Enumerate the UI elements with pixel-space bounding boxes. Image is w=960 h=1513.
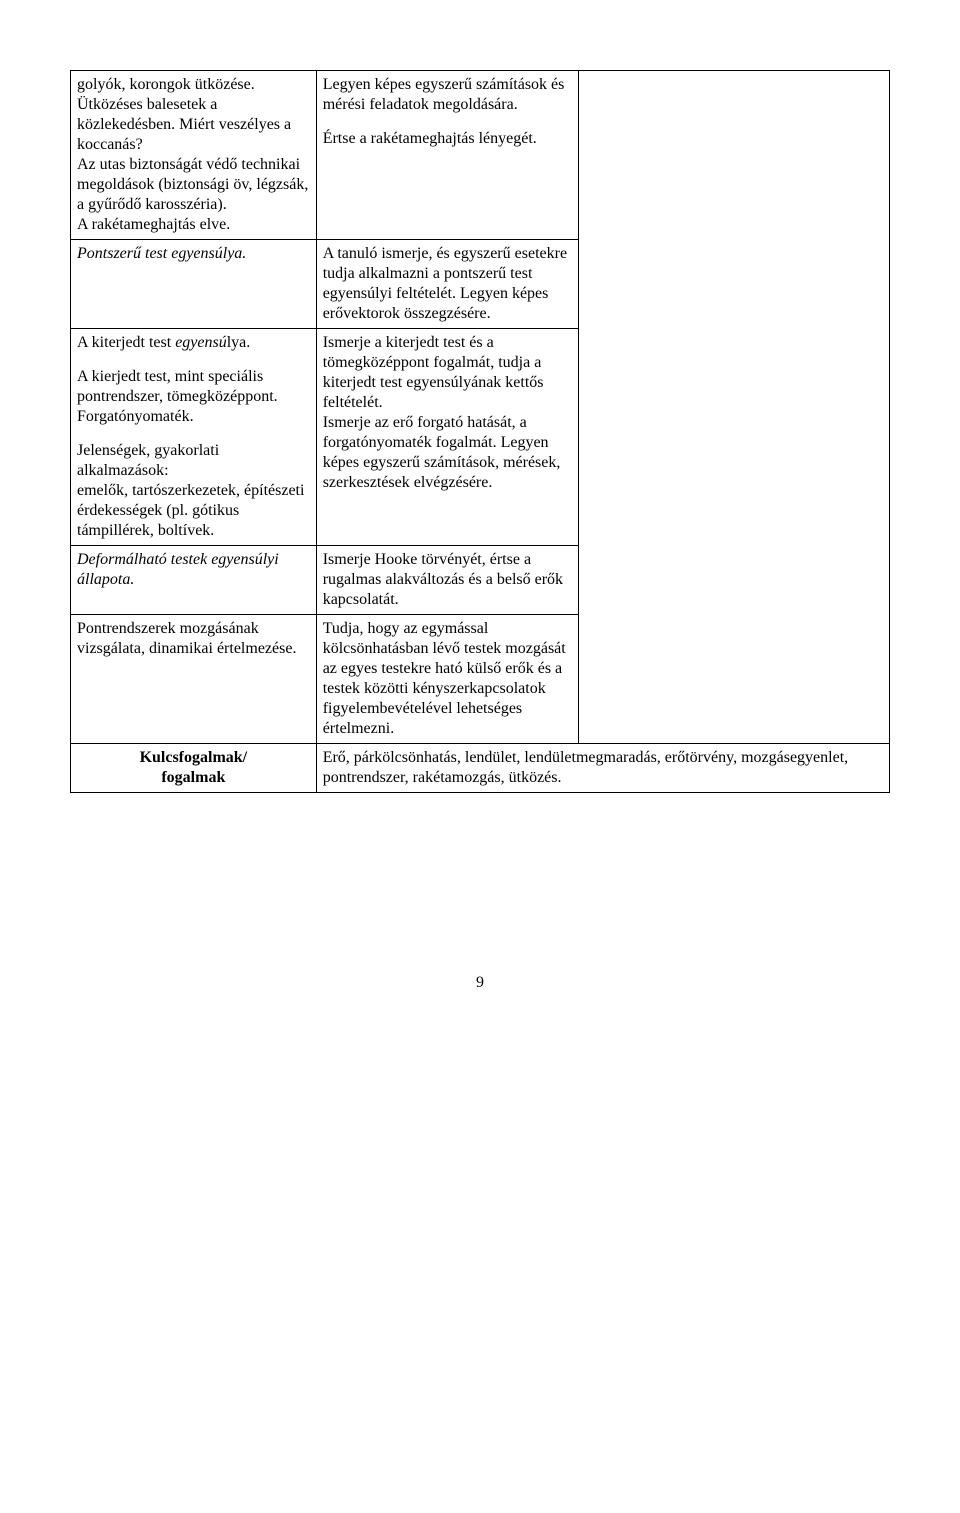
paragraph: Deformálható testek egyensúlyi állapota. [77, 550, 310, 590]
label-line1: Kulcsfogalmak/ [140, 749, 248, 766]
cell-mid: A tanuló ismerje, és egyszerű esetekre t… [316, 240, 578, 329]
page-number: 9 [70, 973, 890, 993]
table-row: golyók, korongok ütközése. Ütközéses bal… [71, 71, 890, 240]
paragraph: Pontszerű test egyensúlya. [77, 244, 310, 264]
cell-mid: Ismerje a kiterjedt test és a tömegközép… [316, 329, 578, 546]
paragraph: Az utas biztonságát védő technikai megol… [77, 155, 310, 215]
cell-mid: Legyen képes egyszerű számítások és méré… [316, 71, 578, 240]
table-row-kulcs: Kulcsfogalmak/ fogalmak Erő, párkölcsönh… [71, 744, 890, 793]
cell-kulcs-text: Erő, párkölcsönhatás, lendület, lendület… [316, 744, 889, 793]
paragraph: Tudja, hogy az egymással kölcsönhatásban… [323, 619, 572, 739]
cell-kulcs-label: Kulcsfogalmak/ fogalmak [71, 744, 317, 793]
cell-left: Deformálható testek egyensúlyi állapota. [71, 546, 317, 615]
curriculum-table: golyók, korongok ütközése. Ütközéses bal… [70, 70, 890, 793]
paragraph: Jelenségek, gyakorlati alkalmazások: [77, 441, 310, 481]
paragraph: A tanuló ismerje, és egyszerű esetekre t… [323, 244, 572, 324]
text-span: A kiterjedt test [77, 334, 175, 351]
cell-left: golyók, korongok ütközése. Ütközéses bal… [71, 71, 317, 240]
paragraph: Pontrendszerek mozgásának vizsgálata, di… [77, 619, 310, 659]
paragraph: Ismerje a kiterjedt test és a tömegközép… [323, 333, 572, 413]
paragraph: Értse a rakétameghajtás lényegét. [323, 129, 572, 149]
paragraph: Ismerje az erő forgató hatását, a forgat… [323, 413, 572, 493]
paragraph: golyók, korongok ütközése. [77, 75, 310, 95]
text-span: lya. [227, 334, 251, 351]
paragraph: Ütközéses balesetek a közlekedésben. Mié… [77, 95, 310, 155]
paragraph: A kiterjedt test egyensúlya. [77, 333, 310, 353]
cell-left: Pontrendszerek mozgásának vizsgálata, di… [71, 615, 317, 744]
cell-left: A kiterjedt test egyensúlya. A kierjedt … [71, 329, 317, 546]
paragraph: Erő, párkölcsönhatás, lendület, lendület… [323, 748, 883, 788]
cell-left: Pontszerű test egyensúlya. [71, 240, 317, 329]
paragraph: Ismerje Hooke törvényét, értse a rugalma… [323, 550, 572, 610]
paragraph: Legyen képes egyszerű számítások és méré… [323, 75, 572, 115]
paragraph: A rakétameghajtás elve. [77, 215, 310, 235]
label-line2: fogalmak [161, 769, 225, 786]
paragraph: A kierjedt test, mint speciális pontrend… [77, 367, 310, 427]
paragraph: emelők, tartószerkezetek, építészeti érd… [77, 481, 310, 541]
cell-mid: Tudja, hogy az egymással kölcsönhatásban… [316, 615, 578, 744]
cell-right-empty [578, 71, 889, 744]
cell-mid: Ismerje Hooke törvényét, értse a rugalma… [316, 546, 578, 615]
text-span: egyensú [175, 334, 227, 351]
